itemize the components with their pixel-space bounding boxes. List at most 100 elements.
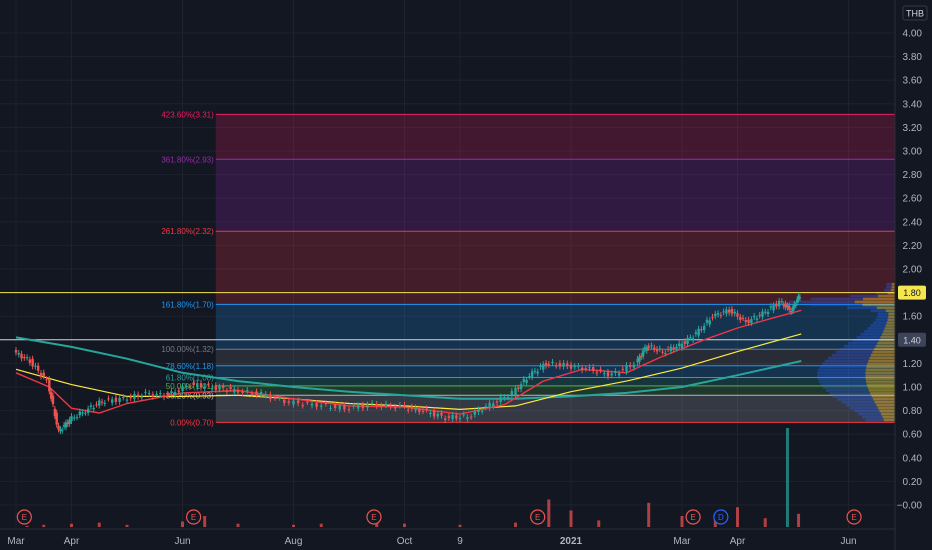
candle-body (686, 337, 689, 345)
volume-profile-bar (891, 282, 895, 286)
volume-profile-bar (881, 333, 895, 336)
candle-body (562, 363, 565, 367)
fibonacci-retracement[interactable]: 0.00%(0.70)38.20%(0.93)50.00%(1.01)61.80… (161, 110, 896, 427)
candle-body (28, 359, 32, 363)
candle-body (122, 397, 125, 399)
candle-body (544, 363, 548, 366)
candle-body (264, 393, 267, 396)
candle-body (722, 311, 725, 313)
volume-profile-bar (835, 350, 873, 354)
candle-body (625, 365, 628, 372)
candle-body (691, 338, 695, 340)
volume-profile-bar (848, 341, 878, 345)
volume-profile-bar (877, 341, 895, 345)
candle-body (495, 401, 499, 403)
event-marker-circle[interactable] (366, 509, 382, 525)
event-marker-circle[interactable] (530, 509, 546, 525)
volume-profile-bar (844, 344, 876, 348)
candle-body (68, 419, 71, 424)
price-tag-label: 1.80 (903, 288, 921, 298)
ma-short-line (15, 309, 802, 415)
candle-body (614, 371, 617, 373)
candle-body (73, 417, 76, 419)
y-tick-label: 2.40 (903, 217, 923, 228)
event-marker-circle[interactable] (846, 509, 862, 525)
candle-body (547, 363, 550, 365)
volume-profile-bar (886, 285, 892, 289)
volume-profile-bar (868, 389, 895, 392)
candle-body (629, 365, 632, 367)
candle-body (451, 414, 454, 420)
event-marker-circle[interactable] (713, 509, 729, 525)
candle-body (352, 405, 355, 407)
candle-body (140, 396, 143, 398)
volume-bar (181, 521, 184, 527)
grid (0, 0, 895, 529)
candle-body (755, 318, 759, 320)
price-tags: 1.80 1.40 (898, 285, 926, 347)
volume-profile-bar (823, 386, 868, 389)
event-marker-circle[interactable] (16, 509, 32, 525)
volume-profile-bar (868, 359, 895, 363)
candle-body (329, 408, 332, 410)
volume-profile-bar (833, 395, 872, 398)
y-tick-label: 0.60 (903, 430, 923, 441)
price-tag-box (898, 332, 926, 347)
x-tick-label: Apr (64, 536, 80, 547)
candle-body (584, 368, 587, 370)
candle-body (269, 394, 272, 400)
volume-profile-bar (873, 397, 895, 401)
fib-zone (215, 114, 896, 160)
candle-body (764, 311, 767, 313)
volume-profile-bar (824, 359, 869, 363)
candle-body (37, 365, 40, 371)
candle-body (48, 379, 51, 392)
candle-body (533, 370, 537, 372)
horizontal-lines[interactable] (0, 292, 895, 341)
candle-body (347, 409, 351, 411)
candle-body (761, 311, 764, 317)
candle-body (170, 391, 173, 394)
y-tick-label: 2.60 (903, 194, 923, 205)
candle-body (462, 414, 465, 416)
candle-body (357, 405, 360, 409)
candle-body (666, 348, 670, 350)
candle-body (133, 394, 136, 399)
candle-body (689, 337, 692, 339)
candle-body (558, 363, 562, 367)
candle-body (62, 424, 66, 427)
candle-body (64, 422, 68, 428)
candle-body (207, 384, 210, 386)
volume-profile-bar (875, 318, 888, 321)
candle-body (246, 389, 249, 391)
volume-profile-bar (817, 374, 866, 377)
candle-body (551, 361, 554, 363)
candle-body (632, 364, 636, 368)
volume-profile-bar (841, 400, 875, 404)
candle-body (621, 368, 624, 370)
candle-body (599, 369, 602, 371)
candle-body (542, 364, 545, 370)
currency-badge[interactable]: THB (902, 5, 928, 21)
event-marker-circle[interactable] (685, 509, 701, 525)
currency-label: THB (906, 9, 924, 19)
volume-profile-bar (880, 336, 895, 339)
candle-body (793, 303, 796, 308)
candle-body (499, 396, 502, 402)
candle-body (125, 399, 129, 401)
event-marker-label: E (191, 513, 196, 522)
candle-body (250, 393, 254, 395)
event-marker-label: D (718, 513, 724, 522)
time-axis[interactable]: MarAprJunAugOct92021MarAprJunAug (7, 536, 932, 547)
volume-profile-bar (877, 294, 895, 298)
candle-body (14, 350, 18, 353)
candle-body (744, 320, 748, 322)
candle-body (536, 371, 539, 374)
event-marker-circle[interactable] (186, 509, 202, 525)
candle-body (166, 393, 169, 396)
candle-body (777, 300, 781, 307)
candle-body (75, 417, 79, 419)
fib-level-label: 261.80%(2.32) (161, 227, 214, 236)
